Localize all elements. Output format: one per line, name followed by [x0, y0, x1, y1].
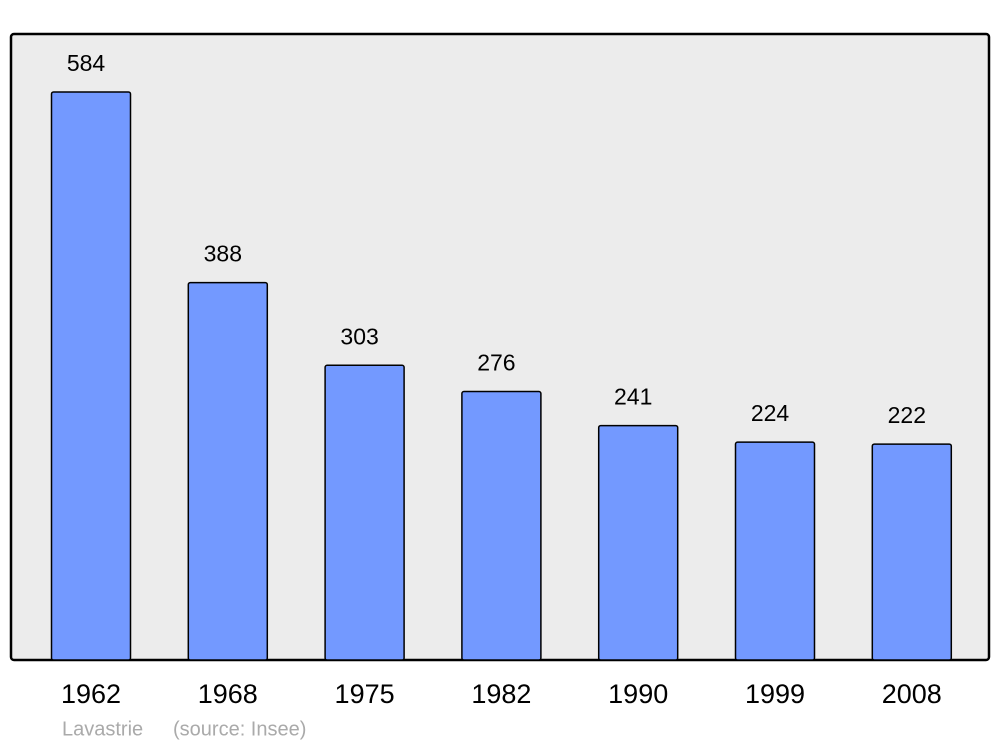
- x-tick-label: 2008: [882, 679, 942, 709]
- value-label: 584: [67, 50, 106, 76]
- x-tick-label: 1962: [61, 679, 121, 709]
- bar: [461, 390, 542, 661]
- value-label: 303: [340, 323, 378, 349]
- bar: [50, 91, 132, 661]
- x-tick-label: 1975: [335, 679, 395, 709]
- value-label: 222: [888, 402, 926, 428]
- value-label: 388: [204, 241, 242, 267]
- x-tick-label: 1990: [608, 679, 668, 709]
- x-tick-label: 1982: [471, 679, 531, 709]
- value-label: 224: [751, 400, 790, 426]
- bar: [187, 281, 269, 661]
- value-label: 241: [614, 384, 652, 410]
- x-tick-label: 1999: [745, 679, 805, 709]
- value-label: 276: [477, 350, 515, 376]
- bar: [734, 441, 816, 661]
- bar: [871, 443, 953, 661]
- caption: Lavastrie: [62, 718, 143, 740]
- bar: [597, 424, 679, 661]
- x-tick-label: 1968: [198, 679, 258, 709]
- source: (source: Insee): [173, 718, 306, 740]
- bar: [324, 364, 405, 661]
